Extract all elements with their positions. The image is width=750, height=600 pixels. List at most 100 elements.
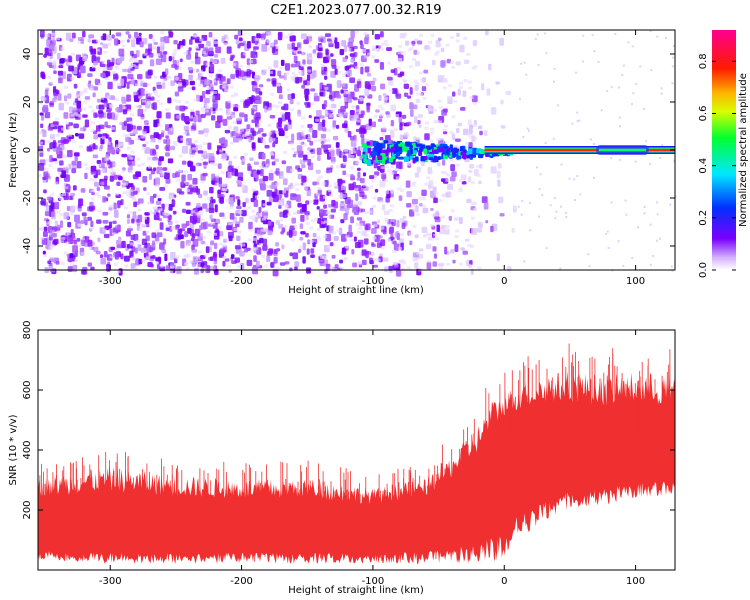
noise-cell xyxy=(376,47,380,52)
noise-cell xyxy=(168,31,174,36)
noise-cell xyxy=(269,152,274,156)
noise-cell xyxy=(316,227,321,231)
noise-cell xyxy=(107,81,113,90)
noise-cell xyxy=(115,144,120,148)
noise-cell xyxy=(65,241,70,245)
noise-cell xyxy=(469,124,474,128)
noise-cell xyxy=(66,232,71,236)
noise-cell xyxy=(426,261,432,270)
noise-cell xyxy=(177,234,184,240)
noise-cell xyxy=(383,97,388,101)
noise-cell xyxy=(100,96,105,100)
noise-cell xyxy=(415,98,421,104)
noise-cell xyxy=(392,249,397,253)
noise-cell xyxy=(189,260,194,264)
noise-cell xyxy=(52,148,57,152)
noise-cell xyxy=(398,260,403,264)
noise-cell xyxy=(129,169,134,173)
noise-cell xyxy=(537,215,540,218)
noise-cell xyxy=(294,46,298,51)
noise-cell xyxy=(333,235,339,241)
noise-cell xyxy=(239,250,245,257)
noise-cell xyxy=(140,247,146,253)
noise-cell xyxy=(148,253,153,257)
noise-cell xyxy=(71,52,76,56)
noise-cell xyxy=(344,120,348,128)
noise-cell xyxy=(229,212,235,220)
noise-cell xyxy=(107,111,112,120)
noise-cell xyxy=(649,263,652,266)
noise-cell xyxy=(159,187,166,191)
noise-cell xyxy=(90,128,95,132)
noise-cell xyxy=(144,147,151,154)
noise-cell xyxy=(466,52,471,56)
noise-cell xyxy=(384,179,389,183)
noise-cell xyxy=(417,160,422,164)
noise-cell xyxy=(297,70,302,74)
noise-cell xyxy=(313,199,319,205)
noise-cell xyxy=(359,62,364,66)
carrier-cell xyxy=(372,155,376,161)
noise-cell xyxy=(201,50,206,54)
noise-cell xyxy=(553,196,556,199)
noise-cell xyxy=(117,201,121,209)
noise-cell xyxy=(74,98,79,103)
noise-cell xyxy=(227,222,232,226)
noise-cell xyxy=(226,78,231,85)
spectrogram-x-label: Height of straight line (km) xyxy=(288,285,424,296)
noise-cell xyxy=(438,37,442,41)
noise-cell xyxy=(133,31,139,39)
noise-cell xyxy=(364,234,369,238)
noise-cell xyxy=(406,266,411,270)
noise-cell xyxy=(433,216,440,220)
noise-cell xyxy=(208,31,213,38)
noise-cell xyxy=(53,201,60,210)
noise-cell xyxy=(339,267,344,271)
noise-cell xyxy=(211,110,216,114)
noise-cell xyxy=(412,204,417,208)
noise-cell xyxy=(359,97,364,102)
noise-cell xyxy=(198,193,203,199)
noise-cell xyxy=(271,47,275,54)
noise-cell xyxy=(592,143,595,146)
noise-cell xyxy=(208,246,213,253)
noise-cell xyxy=(133,267,138,271)
carrier-cell xyxy=(390,146,396,152)
noise-cell xyxy=(209,74,214,78)
noise-cell xyxy=(57,93,62,101)
noise-cell xyxy=(276,85,283,94)
noise-cell xyxy=(177,66,182,70)
noise-cell xyxy=(142,131,147,135)
noise-cell xyxy=(73,123,79,129)
noise-cell xyxy=(302,182,307,186)
noise-cell xyxy=(420,79,425,83)
noise-cell xyxy=(386,47,392,52)
noise-cell xyxy=(490,225,494,233)
noise-cell xyxy=(111,170,116,174)
noise-cell xyxy=(183,254,188,258)
noise-cell xyxy=(447,183,454,190)
noise-cell xyxy=(275,105,280,109)
noise-cell xyxy=(307,69,312,73)
noise-cell xyxy=(109,175,115,182)
noise-cell xyxy=(151,232,157,239)
noise-cell xyxy=(403,92,409,97)
noise-cell xyxy=(43,218,49,222)
noise-cell xyxy=(242,76,247,80)
noise-cell xyxy=(251,218,256,222)
noise-cell xyxy=(214,204,218,213)
noise-cell xyxy=(301,164,306,169)
noise-cell xyxy=(251,188,256,192)
noise-cell xyxy=(243,153,248,157)
noise-cell xyxy=(395,93,402,99)
noise-cell xyxy=(454,244,459,252)
noise-cell xyxy=(187,173,193,181)
noise-cell xyxy=(359,191,365,198)
noise-cell xyxy=(63,251,68,255)
noise-cell xyxy=(277,128,284,135)
noise-cell xyxy=(83,90,88,94)
noise-cell xyxy=(131,160,136,166)
noise-cell xyxy=(435,50,440,54)
noise-cell xyxy=(193,68,198,72)
noise-cell xyxy=(356,119,361,123)
